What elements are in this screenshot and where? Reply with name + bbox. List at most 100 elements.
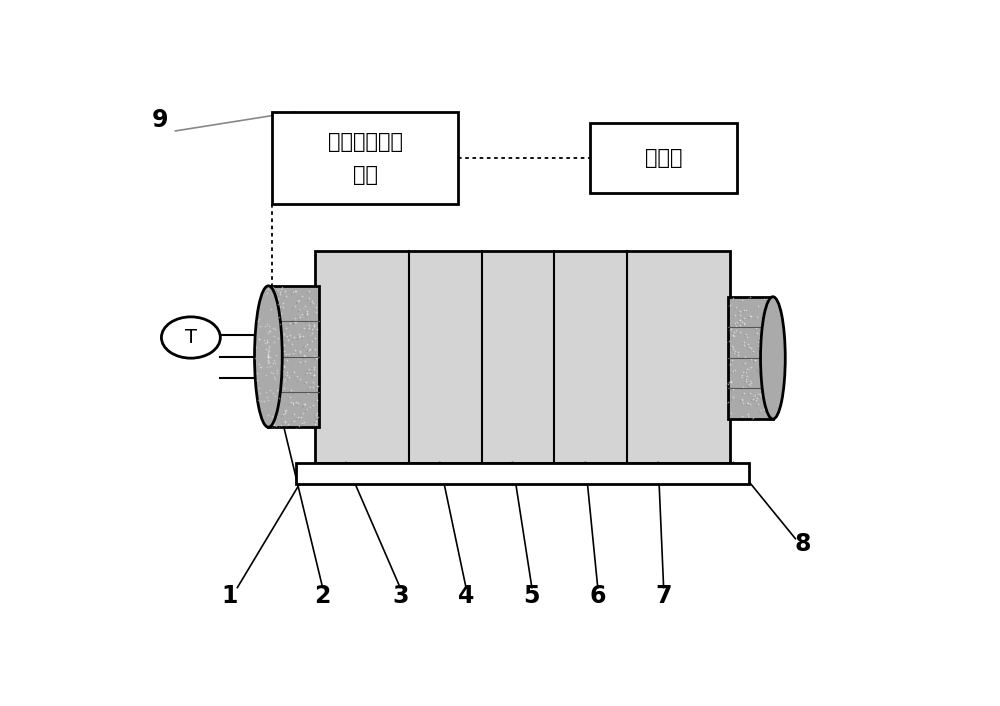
Point	[728, 347, 744, 358]
Point	[264, 383, 280, 395]
Point	[268, 420, 284, 431]
Point	[296, 349, 312, 361]
Point	[298, 324, 314, 335]
Point	[724, 332, 740, 343]
Point	[271, 421, 287, 432]
Point	[759, 393, 775, 404]
Point	[297, 309, 313, 320]
Point	[737, 368, 753, 379]
Point	[753, 361, 769, 373]
Point	[278, 290, 294, 301]
Point	[749, 327, 765, 338]
Point	[279, 354, 295, 366]
Point	[275, 365, 291, 376]
Point	[299, 404, 315, 415]
Point	[736, 376, 752, 388]
Point	[753, 311, 769, 323]
Point	[762, 335, 778, 347]
Point	[764, 319, 780, 330]
Point	[273, 362, 289, 373]
Point	[735, 318, 751, 329]
Point	[267, 323, 283, 334]
Point	[739, 371, 755, 382]
Point	[750, 364, 766, 376]
Point	[759, 293, 775, 304]
Point	[763, 354, 779, 365]
Point	[726, 347, 742, 359]
Point	[274, 282, 290, 293]
Point	[305, 419, 321, 431]
Point	[764, 393, 780, 405]
Point	[300, 403, 316, 414]
Point	[739, 411, 755, 422]
Text: 7: 7	[655, 584, 672, 608]
Point	[739, 365, 755, 376]
Point	[258, 369, 274, 381]
Point	[290, 333, 306, 344]
Point	[740, 292, 756, 304]
Point	[264, 340, 280, 352]
Point	[262, 414, 278, 426]
Point	[288, 397, 304, 408]
Point	[266, 419, 282, 431]
Point	[725, 366, 741, 377]
Point	[737, 372, 753, 383]
Point	[732, 371, 748, 382]
Point	[727, 317, 743, 328]
Point	[285, 397, 301, 408]
Point	[280, 393, 296, 404]
Point	[732, 326, 748, 337]
Point	[287, 285, 303, 297]
Point	[299, 309, 315, 320]
Circle shape	[161, 317, 220, 358]
Point	[745, 413, 761, 424]
Point	[722, 299, 738, 311]
Point	[747, 393, 763, 405]
Point	[739, 410, 755, 421]
Point	[736, 337, 752, 348]
Point	[307, 395, 323, 407]
Point	[744, 347, 760, 358]
Point	[269, 376, 285, 388]
Point	[267, 378, 283, 390]
Point	[306, 321, 322, 332]
Point	[301, 285, 317, 297]
Point	[293, 304, 309, 315]
Point	[737, 365, 753, 376]
Point	[306, 319, 322, 330]
Point	[762, 390, 778, 402]
Point	[740, 409, 756, 420]
Point	[259, 337, 275, 348]
Point	[752, 353, 768, 364]
Point	[260, 349, 276, 360]
Point	[727, 326, 743, 337]
Point	[762, 371, 778, 382]
Point	[727, 302, 743, 313]
Point	[734, 395, 750, 406]
Point	[292, 419, 308, 431]
Point	[277, 333, 293, 344]
Point	[299, 307, 315, 318]
Point	[263, 291, 279, 302]
Point	[753, 325, 769, 337]
Point	[727, 345, 743, 357]
Point	[721, 335, 737, 346]
Point	[270, 323, 286, 335]
Point	[284, 368, 300, 379]
Point	[304, 335, 320, 347]
Point	[307, 333, 323, 344]
Point	[749, 393, 765, 404]
Point	[288, 414, 304, 425]
Point	[264, 330, 280, 341]
Point	[724, 330, 740, 342]
Text: 6: 6	[590, 584, 606, 608]
Point	[258, 364, 274, 375]
Text: 2: 2	[314, 584, 331, 608]
Point	[740, 338, 756, 349]
Point	[736, 312, 752, 323]
Point	[747, 389, 763, 400]
Point	[299, 345, 315, 357]
Point	[726, 326, 742, 337]
Point	[309, 352, 325, 364]
Point	[276, 376, 292, 387]
